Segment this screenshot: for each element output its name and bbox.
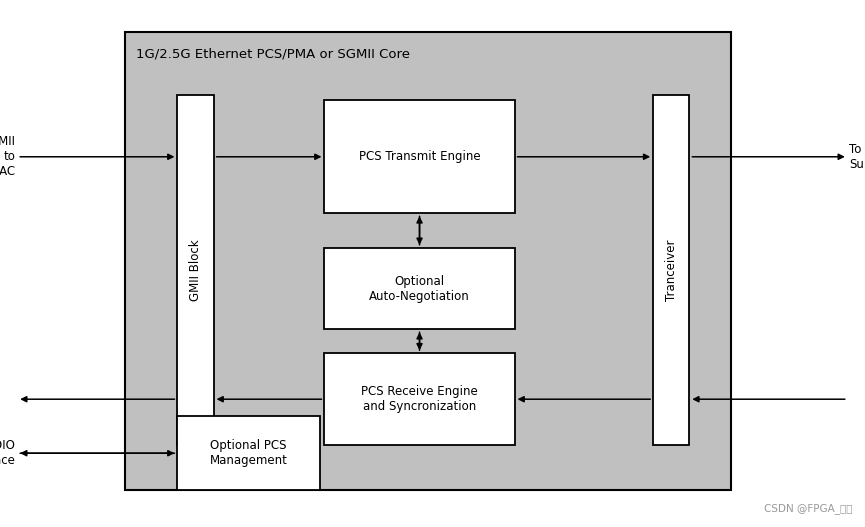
- Text: Optional
Auto-Negotiation: Optional Auto-Negotiation: [369, 275, 470, 302]
- Text: GMII Block: GMII Block: [189, 239, 202, 301]
- Bar: [177, 416, 320, 490]
- Text: PCS Transmit Engine: PCS Transmit Engine: [359, 150, 480, 163]
- Text: 1G/2.5G Ethernet PCS/PMA or SGMII Core: 1G/2.5G Ethernet PCS/PMA or SGMII Core: [136, 47, 410, 61]
- Text: Tranceiver: Tranceiver: [664, 239, 678, 301]
- Bar: [324, 248, 515, 329]
- Bar: [177, 95, 214, 445]
- Bar: [125, 32, 731, 490]
- Text: GMII
to
MAC: GMII to MAC: [0, 135, 16, 178]
- Bar: [324, 353, 515, 445]
- Text: To PMD
Sublayer: To PMD Sublayer: [849, 143, 865, 171]
- Text: CSDN @FPGA_青年: CSDN @FPGA_青年: [764, 503, 852, 514]
- Text: MDIO
Interface: MDIO Interface: [0, 439, 16, 467]
- Text: Optional PCS
Management: Optional PCS Management: [209, 439, 288, 467]
- Bar: [324, 100, 515, 213]
- Text: PCS Receive Engine
and Syncronization: PCS Receive Engine and Syncronization: [362, 385, 477, 413]
- Bar: [653, 95, 689, 445]
